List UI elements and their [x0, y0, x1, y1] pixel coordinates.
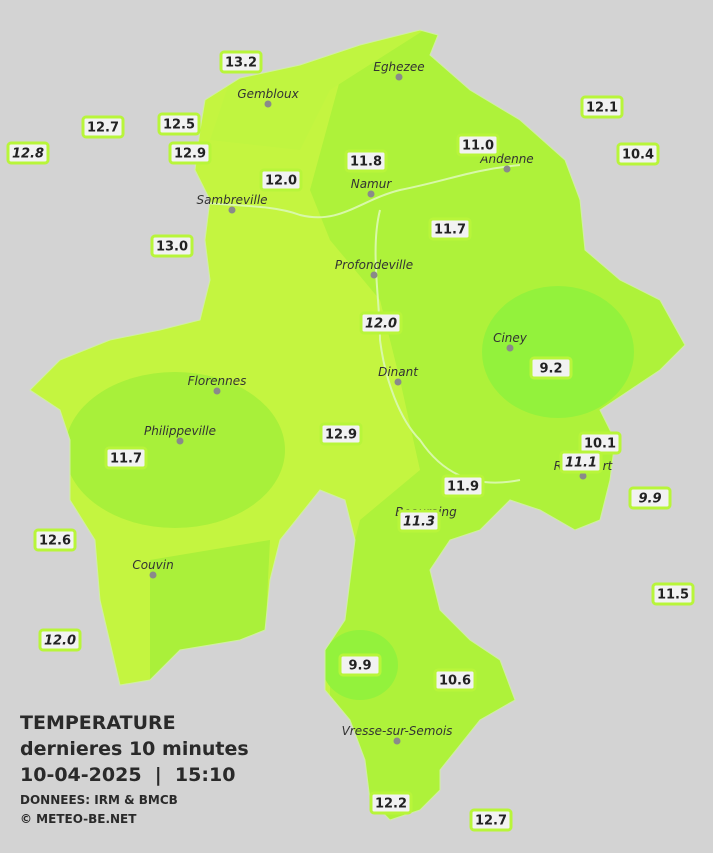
- legend-title: TEMPERATURE: [20, 712, 176, 734]
- river: [119, 164, 521, 219]
- reading-value: 12.9: [174, 147, 206, 162]
- reading-box: [344, 149, 388, 173]
- town-label: Vresse-sur-Semois: [342, 724, 453, 738]
- legend-subtitle: dernieres 10 minutes: [20, 738, 249, 760]
- town-dot: [370, 271, 378, 279]
- reading-box: [6, 141, 50, 165]
- reading-box: [219, 50, 263, 74]
- reading-value: 12.0: [265, 174, 297, 189]
- town-dot: [367, 190, 375, 198]
- reading-box: [456, 133, 500, 157]
- reading-box: [469, 808, 513, 832]
- town-dot: [579, 472, 587, 480]
- town-dot: [503, 165, 511, 173]
- reading-box: [259, 168, 303, 192]
- town-dot: [506, 344, 514, 352]
- town-label: Ciney: [493, 331, 528, 345]
- reading-value: 11.3: [403, 515, 435, 530]
- reading-box: [529, 356, 573, 380]
- legend-datetime: 10-04-2025 | 15:10: [20, 764, 235, 786]
- legend-credit: © METEO-BE.NET: [20, 812, 137, 826]
- reading-box: [397, 509, 441, 533]
- town-dot: [149, 571, 157, 579]
- zone-mild-west: [65, 372, 285, 528]
- reading-value: 12.7: [87, 121, 119, 136]
- reading-box: [369, 791, 413, 815]
- town-label: Eghezee: [373, 60, 424, 74]
- town-label: Dinant: [378, 365, 419, 379]
- reading-value: 13.0: [156, 240, 188, 255]
- reading-box: [428, 217, 472, 241]
- town-dot: [395, 73, 403, 81]
- reading-value: 10.4: [622, 148, 654, 163]
- reading-box: [168, 141, 212, 165]
- reading-value: 9.2: [539, 362, 562, 377]
- town-label: Couvin: [132, 558, 173, 572]
- reading-value: 11.5: [657, 588, 689, 603]
- reading-value: 10.6: [439, 674, 471, 689]
- reading-value: 10.1: [584, 437, 616, 452]
- town-label: Florennes: [188, 374, 247, 388]
- reading-box: [338, 653, 382, 677]
- reading-box: [559, 450, 603, 474]
- reading-box: [580, 95, 624, 119]
- reading-box: [433, 668, 477, 692]
- reading-value: 12.8: [12, 147, 44, 162]
- town-dot: [394, 378, 402, 386]
- reading-value: 11.1: [565, 456, 597, 471]
- reading-box: [150, 234, 194, 258]
- zone-cool: [482, 286, 634, 418]
- town-label: Profondeville: [335, 258, 413, 272]
- reading-value: 12.0: [365, 317, 397, 332]
- reading-box: [359, 311, 403, 335]
- reading-value: 11.8: [350, 155, 382, 170]
- reading-box: [319, 422, 363, 446]
- reading-value: 13.2: [225, 56, 257, 71]
- town-dot: [228, 206, 236, 214]
- reading-value: 11.7: [110, 452, 142, 467]
- reading-box: [104, 446, 148, 470]
- reading-box: [651, 582, 695, 606]
- town-label: Gembloux: [237, 87, 299, 101]
- reading-box: [81, 115, 125, 139]
- reading-value: 12.7: [475, 814, 507, 829]
- reading-value: 12.6: [39, 534, 71, 549]
- reading-value: 9.9: [638, 492, 661, 507]
- reading-box: [441, 474, 485, 498]
- legend-source: DONNEES: IRM & BMCB: [20, 793, 178, 807]
- town-label: Sambreville: [196, 193, 267, 207]
- reading-box: [38, 628, 82, 652]
- reading-value: 11.7: [434, 223, 466, 238]
- reading-box: [157, 112, 201, 136]
- reading-value: 12.2: [375, 797, 407, 812]
- town-dot: [176, 437, 184, 445]
- reading-value: 12.9: [325, 428, 357, 443]
- reading-box: [33, 528, 77, 552]
- reading-box: [616, 142, 660, 166]
- town-dot: [213, 387, 221, 395]
- town-dot: [264, 100, 272, 108]
- town-dot: [393, 737, 401, 745]
- reading-value: 12.5: [163, 118, 195, 133]
- reading-box: [628, 486, 672, 510]
- reading-value: 12.1: [586, 101, 618, 116]
- town-label: Namur: [351, 177, 393, 191]
- reading-value: 9.9: [348, 659, 371, 674]
- reading-value: 12.0: [44, 634, 76, 649]
- reading-value: 11.0: [462, 139, 494, 154]
- town-label: Philippeville: [144, 424, 216, 438]
- reading-value: 11.9: [447, 480, 479, 495]
